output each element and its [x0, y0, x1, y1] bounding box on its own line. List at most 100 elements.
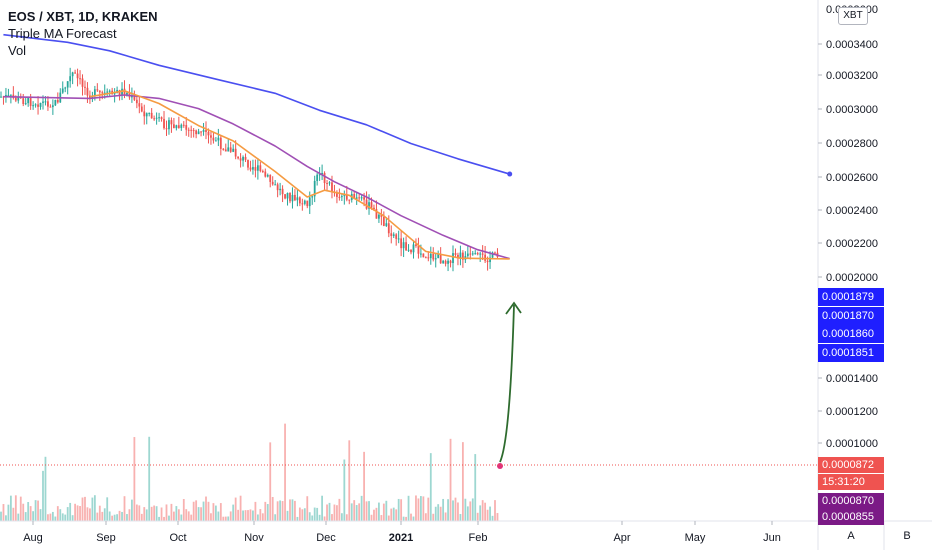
volume-bar	[177, 509, 180, 521]
y-tick-label: 0.0003000	[826, 104, 878, 116]
volume-bar	[308, 512, 311, 521]
x-tick-label: Nov	[244, 532, 264, 544]
candle-body	[269, 174, 272, 182]
volume-bar	[392, 507, 395, 521]
candle-body	[452, 253, 454, 264]
y-tick-label: 0.0001000	[826, 438, 878, 450]
candle-body	[494, 252, 496, 254]
volume-bar	[247, 510, 249, 521]
volume-bar	[350, 503, 353, 521]
candle-body	[14, 97, 17, 101]
candle-body	[449, 260, 452, 264]
candle-body	[165, 128, 168, 130]
volume-bar	[427, 497, 430, 521]
volume-bar	[187, 511, 190, 521]
candle-body	[214, 140, 217, 142]
x-tick-label: Jun	[763, 532, 781, 544]
symbol-title[interactable]: EOS / XBT, 1D, KRAKEN	[8, 9, 158, 24]
volume-bar	[481, 500, 484, 521]
candle-body	[155, 117, 158, 119]
candle-body	[96, 89, 99, 91]
x-tick-label: Sep	[96, 532, 116, 544]
candle-body	[390, 233, 393, 236]
volume-bar	[56, 506, 59, 521]
volume-bar	[412, 516, 415, 521]
volume-bar	[316, 507, 319, 521]
volume-bar	[34, 500, 37, 521]
candle-body	[61, 88, 64, 93]
candle-body	[232, 148, 235, 152]
volume-bar	[108, 511, 111, 521]
volume-bar	[378, 502, 380, 521]
volume-bar	[434, 506, 437, 521]
volume-bar	[239, 495, 242, 521]
candle-body	[150, 112, 153, 119]
candle-body	[71, 72, 74, 77]
candle-body	[474, 253, 477, 255]
candle-body	[126, 92, 128, 95]
volume-bar	[131, 499, 133, 521]
lower-price-label: 0.0000870	[818, 493, 884, 509]
volume-bar	[452, 500, 454, 521]
candle-body	[358, 197, 361, 199]
candle-body	[365, 199, 368, 209]
volume-bar	[479, 505, 482, 521]
volume-bar	[182, 499, 185, 521]
volume-bar	[355, 505, 358, 521]
slow-ma-line	[3, 33, 510, 175]
volume-bar	[390, 508, 393, 521]
candle-body	[437, 254, 440, 259]
candle-body	[195, 130, 198, 135]
volume-bar	[148, 436, 151, 521]
candle-body	[256, 165, 259, 171]
candle-body	[353, 193, 356, 199]
volume-bar	[402, 516, 405, 521]
candle-body	[395, 234, 398, 239]
y-tick-label: 0.0002000	[826, 272, 878, 284]
candle-body	[9, 94, 12, 96]
auto-scale-label: A	[847, 530, 855, 542]
candle-body	[182, 124, 185, 126]
forecast-price-label: 0.0001879	[818, 288, 884, 306]
candle-body	[385, 223, 388, 226]
volume-bar	[158, 516, 160, 521]
candle-body	[294, 194, 296, 201]
log-scale-label: B	[903, 530, 911, 542]
candle-body	[345, 194, 348, 200]
auto-scale-button[interactable]: A	[841, 528, 861, 544]
volume-bar	[336, 505, 338, 521]
volume-bar	[422, 496, 425, 521]
candle-body	[363, 197, 365, 200]
volume-bar	[180, 514, 183, 521]
candle-body	[459, 252, 462, 259]
candle-body	[434, 258, 437, 260]
volume-label[interactable]: Vol	[8, 43, 27, 58]
volume-bar	[385, 500, 388, 521]
volume-bar	[326, 504, 328, 521]
candle-body	[138, 103, 141, 107]
x-tick-label: Apr	[613, 532, 630, 544]
candle-body	[86, 87, 89, 96]
candle-body	[93, 89, 96, 97]
volume-bar	[494, 500, 496, 521]
volume-bar	[447, 499, 449, 521]
log-scale-button[interactable]: B	[897, 528, 917, 544]
currency-badge[interactable]: XBT	[838, 7, 868, 25]
volume-bar	[410, 513, 412, 521]
candle-body	[158, 117, 160, 119]
x-tick-label: Feb	[469, 532, 488, 544]
volume-bar	[365, 501, 368, 521]
indicator-label[interactable]: Triple MA Forecast	[8, 26, 117, 41]
candle-body	[375, 209, 378, 219]
candle-body	[101, 92, 104, 94]
candle-body	[274, 184, 277, 186]
countdown-label: 15:31:20	[818, 474, 884, 490]
candle-body	[76, 73, 79, 79]
volume-bar	[229, 511, 232, 521]
candle-body	[301, 203, 304, 205]
candle-body	[207, 131, 210, 136]
candle-body	[373, 207, 375, 210]
candle-body	[336, 192, 338, 197]
candle-body	[382, 216, 385, 226]
